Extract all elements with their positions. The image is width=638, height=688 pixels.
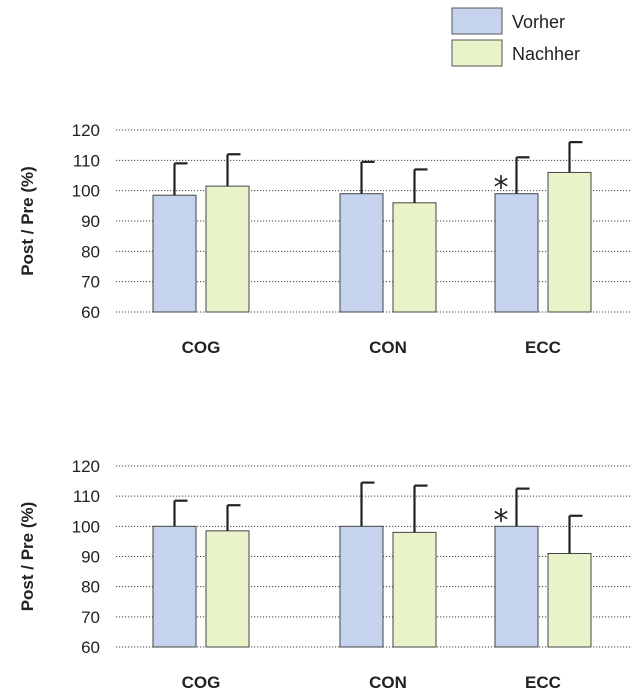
- bar-nachher-con: [392, 202, 437, 313]
- bar-vorher-con: [339, 525, 384, 648]
- x-category-label: ECC: [525, 673, 561, 688]
- legend-swatch-nachher: [451, 39, 503, 67]
- y-tick-label: 110: [73, 151, 100, 170]
- bar-vorher-ecc: [494, 193, 539, 313]
- y-tick-label: 80: [81, 578, 100, 597]
- legend-label-nachher: Nachher: [512, 44, 580, 64]
- x-category-label: COG: [182, 673, 221, 688]
- bar-nachher-cog: [205, 185, 250, 313]
- x-category-label: COG: [182, 338, 221, 357]
- bar-vorher-cog: [152, 194, 197, 313]
- x-category-label: CON: [369, 673, 407, 688]
- bar-nachher-ecc: [547, 171, 592, 313]
- y-tick-label: 120: [72, 457, 100, 476]
- y-tick-label: 100: [72, 517, 100, 536]
- x-category-label: ECC: [525, 338, 561, 357]
- significance-star: *: [494, 503, 509, 538]
- y-tick-label: 110: [73, 487, 100, 506]
- y-tick-label: 90: [81, 212, 100, 231]
- bar-nachher-ecc: [547, 552, 592, 648]
- y-axis-label: Post / Pre (%): [18, 502, 37, 612]
- significance-star: *: [494, 171, 509, 206]
- bar-vorher-ecc: [494, 525, 539, 648]
- y-tick-label: 70: [81, 273, 100, 292]
- chart-top: 120 110 100 90 80 70 60 Post / Pre (%) COG CON ECC…: [18, 121, 632, 357]
- bar-nachher-con: [392, 531, 437, 648]
- y-tick-label: 70: [81, 608, 100, 627]
- y-tick-label: 60: [81, 638, 100, 657]
- legend: Vorher Nachher: [451, 7, 580, 67]
- legend-label-vorher: Vorher: [512, 12, 565, 32]
- y-tick-label: 100: [72, 182, 100, 201]
- x-category-label: CON: [369, 338, 407, 357]
- y-tick-label: 80: [81, 242, 100, 261]
- chart-bottom: 120 110 100 90 80 70 60 Post / Pre (%) COG CON ECC…: [18, 457, 632, 688]
- bar-vorher-con: [339, 193, 384, 313]
- y-tick-label: 90: [81, 548, 100, 567]
- y-axis-label: Post / Pre (%): [18, 166, 37, 276]
- bar-nachher-cog: [205, 530, 250, 648]
- y-tick-label: 60: [81, 303, 100, 322]
- legend-swatch-vorher: [451, 7, 503, 35]
- bar-vorher-cog: [152, 525, 197, 648]
- y-tick-label: 120: [72, 121, 100, 140]
